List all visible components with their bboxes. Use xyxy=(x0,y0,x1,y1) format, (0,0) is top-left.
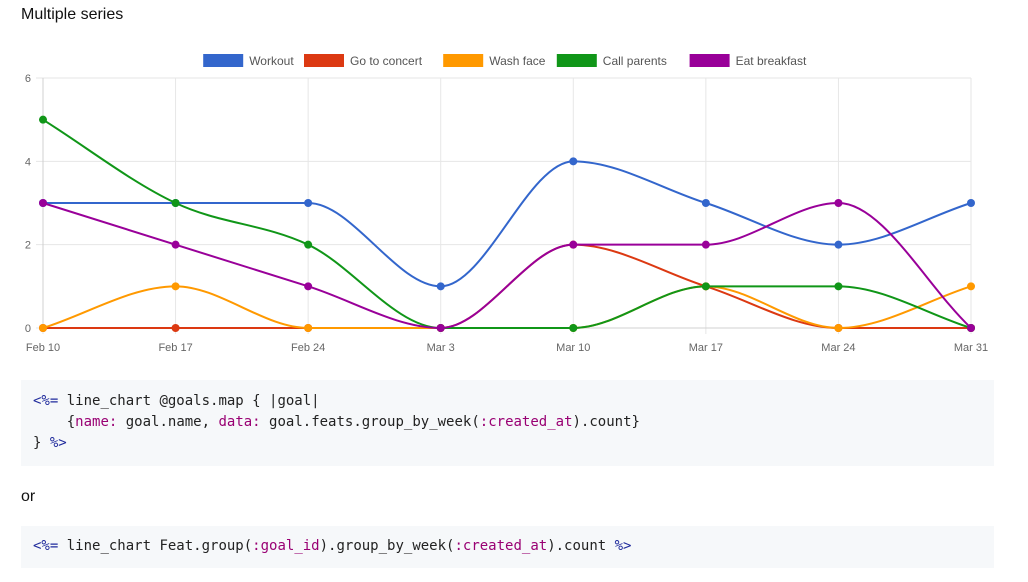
x-tick-label: Mar 3 xyxy=(427,342,455,354)
code-block-multiple-series: <%= line_chart @goals.map { |goal| {name… xyxy=(21,380,994,466)
data-point-eat-breakfast xyxy=(834,199,843,207)
data-point-wash-face xyxy=(967,282,975,291)
code-token: :created_at xyxy=(479,414,573,430)
series-line-wash-face xyxy=(42,285,972,330)
y-tick-label: 2 xyxy=(25,240,31,252)
data-point-workout xyxy=(569,157,578,166)
code-line: } %> xyxy=(33,433,994,454)
code-token: } xyxy=(33,435,50,451)
code-token: %> xyxy=(614,538,632,554)
legend-swatch-workout xyxy=(203,54,244,67)
code-token: :goal_id xyxy=(252,538,320,554)
data-point-workout xyxy=(834,240,843,249)
data-point-eat-breakfast xyxy=(701,240,710,249)
legend-label-call-parents: Call parents xyxy=(603,54,667,68)
data-point-call-parents xyxy=(701,282,710,291)
legend-label-workout: Workout xyxy=(249,54,294,68)
legend-swatch-eat-breakfast xyxy=(689,54,730,67)
x-tick-label: Feb 10 xyxy=(26,342,60,354)
y-tick-label: 6 xyxy=(25,73,31,85)
legend-swatch-go-to-concert xyxy=(304,54,344,67)
data-point-wash-face xyxy=(304,324,313,332)
code-token: { xyxy=(33,414,76,430)
code-line: <%= line_chart @goals.map { |goal| xyxy=(33,391,994,412)
data-point-call-parents xyxy=(39,115,47,124)
y-tick-label: 0 xyxy=(25,323,31,335)
code-token: line_chart @goals.map { |goal| xyxy=(58,393,320,409)
code-line: {name: goal.name, data: goal.feats.group… xyxy=(33,412,994,433)
x-tick-label: Feb 24 xyxy=(291,342,325,354)
code-token: goal.feats.group_by_week( xyxy=(260,414,480,430)
series-line-call-parents xyxy=(42,118,972,330)
series-line-workout xyxy=(43,160,972,288)
data-point-call-parents xyxy=(834,282,843,291)
code-token: <%= xyxy=(33,538,59,554)
x-tick-label: Mar 31 xyxy=(954,342,988,354)
line-chart: 0 2 4 6 Feb 10 Feb 17 Feb 24 Mar 3 Mar 10 Mar 17 M… xyxy=(25,54,988,354)
code-token: ).group_by_week( xyxy=(319,538,455,554)
x-tick-label: Mar 24 xyxy=(821,342,855,354)
or-separator: or xyxy=(21,488,36,505)
code-token: goal.name, xyxy=(117,414,219,430)
page-title: Multiple series xyxy=(21,6,124,23)
code-token: ).count xyxy=(547,538,615,554)
x-tick-label: Feb 17 xyxy=(158,342,192,354)
code-token: line_chart Feat.group( xyxy=(58,538,253,554)
legend-swatch-wash-face xyxy=(443,54,484,67)
legend-label-go-to-concert: Go to concert xyxy=(350,54,423,68)
code-line: <%= line_chart Feat.group(:goal_id).grou… xyxy=(33,536,994,557)
data-point-eat-breakfast xyxy=(171,240,180,249)
x-tick-label: Mar 17 xyxy=(689,342,723,354)
data-point-eat-breakfast xyxy=(304,282,313,291)
code-block-group-by: <%= line_chart Feat.group(:goal_id).grou… xyxy=(21,526,994,568)
data-point-call-parents xyxy=(569,324,578,332)
data-point-eat-breakfast xyxy=(569,240,578,249)
legend-swatch-call-parents xyxy=(556,54,597,67)
data-point-workout xyxy=(436,282,445,291)
code-token: name: xyxy=(75,414,118,430)
code-token: %> xyxy=(49,435,67,451)
data-point-call-parents xyxy=(304,240,313,249)
data-point-go-to-concert xyxy=(171,324,180,332)
series-line-eat-breakfast xyxy=(42,201,972,330)
code-token: ).count} xyxy=(572,414,640,430)
data-point-wash-face xyxy=(834,324,843,332)
data-point-workout xyxy=(967,199,975,207)
data-point-wash-face xyxy=(39,324,47,332)
code-token: :created_at xyxy=(454,538,548,554)
data-point-workout xyxy=(701,199,710,207)
x-tick-label: Mar 10 xyxy=(556,342,590,354)
data-point-eat-breakfast xyxy=(39,199,47,207)
y-tick-label: 4 xyxy=(25,156,31,168)
legend-label-wash-face: Wash face xyxy=(489,54,546,68)
code-token: <%= xyxy=(33,393,59,409)
data-point-call-parents xyxy=(171,199,180,207)
code-token: data: xyxy=(218,414,261,430)
legend-label-eat-breakfast: Eat breakfast xyxy=(736,54,807,68)
data-point-eat-breakfast xyxy=(436,324,445,332)
data-point-eat-breakfast xyxy=(967,324,975,332)
data-point-wash-face xyxy=(171,282,180,291)
data-point-workout xyxy=(304,199,313,207)
